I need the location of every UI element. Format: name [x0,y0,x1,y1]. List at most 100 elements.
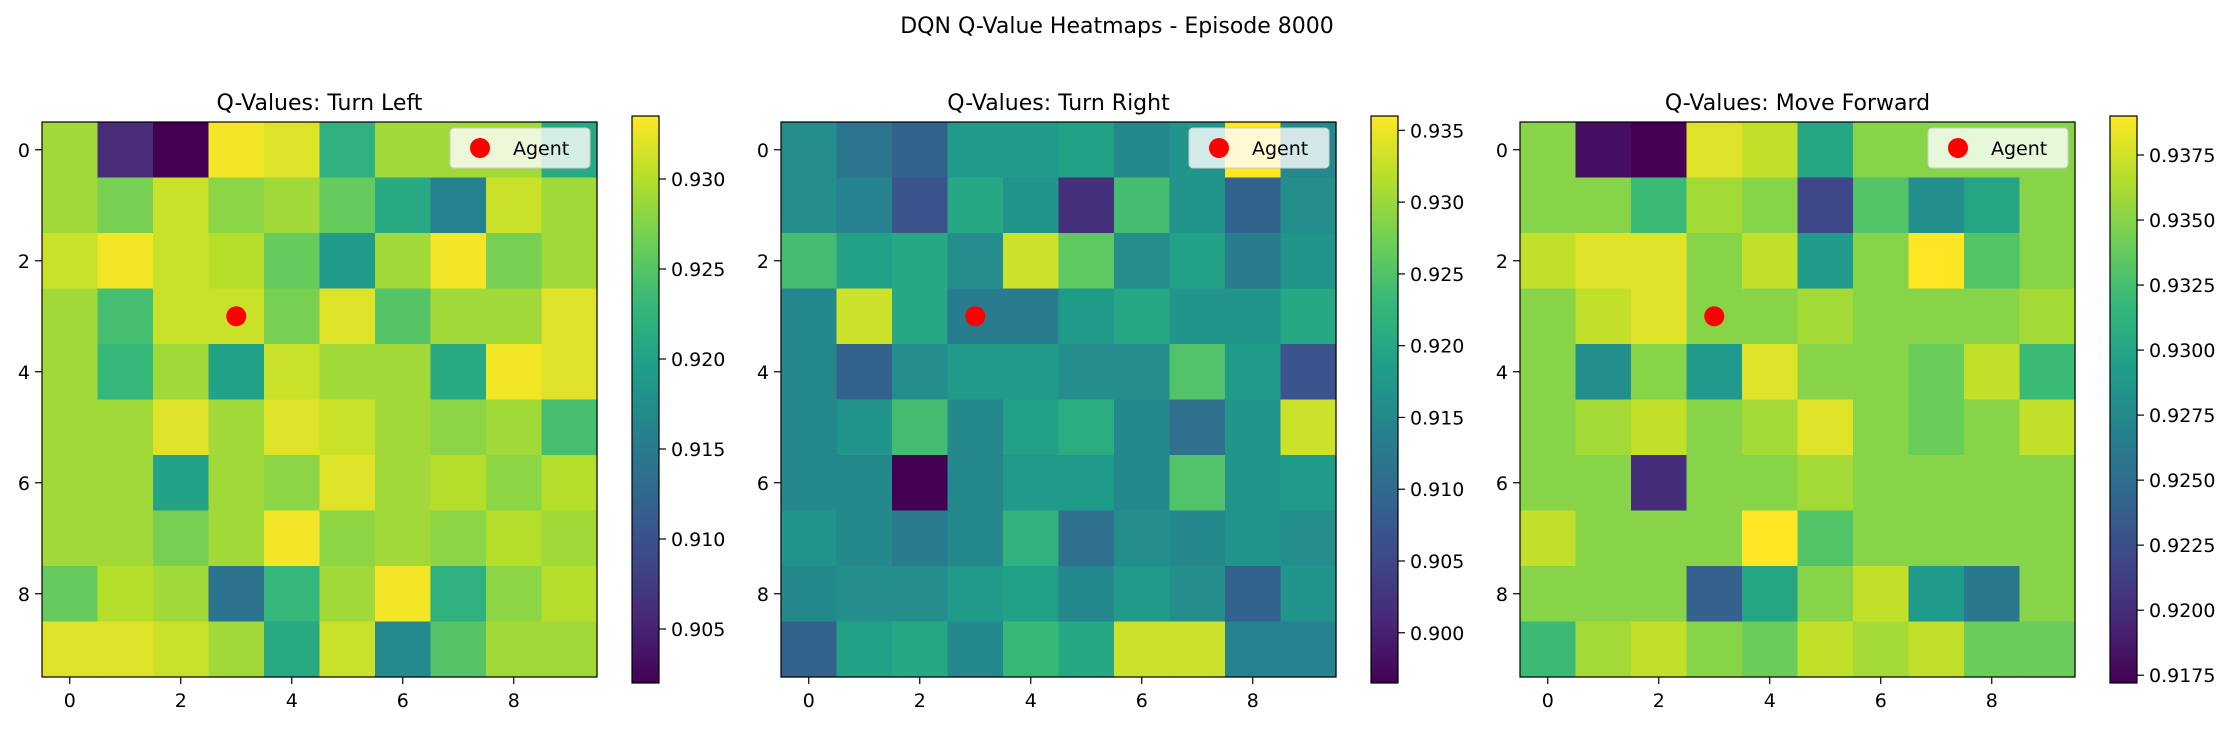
heatmap-cell [319,122,376,179]
x-tick-label: 8 [1986,690,1998,712]
heatmap-cell [1686,566,1743,623]
heatmap-cell [1964,455,2021,512]
heatmap-cell [1797,510,1854,567]
heatmap-cell [892,399,949,456]
colorbar-tick-label: 0.930 [1410,192,1464,214]
heatmap-cell [947,122,1004,179]
heatmap-cell [1169,510,1226,567]
heatmap-cell [1742,621,1799,678]
heatmap-cell [430,566,487,623]
heatmap-cell [781,399,838,456]
heatmap-cell [1853,288,1910,345]
heatmap-cell [1058,566,1115,623]
heatmap-cell [2019,455,2076,512]
heatmap-cell [1964,177,2021,234]
heatmap-cell [430,455,487,512]
heatmap-cell [1853,122,1910,179]
heatmap-cell [375,399,432,456]
heatmap-cell [1575,510,1632,567]
heatmap-cell [836,566,893,623]
heatmap-cell [1003,344,1060,401]
heatmap-cell [1742,177,1799,234]
heatmap-cell [319,510,376,567]
heatmap-cell [1797,288,1854,345]
heatmap-cell [375,566,432,623]
heatmap-cell [1280,344,1337,401]
heatmap-cell [208,455,265,512]
heatmap-cell [1853,455,1910,512]
heatmap-cell [1058,510,1115,567]
heatmap-cell [153,233,210,290]
colorbar-tick-label: 0.9350 [2149,210,2215,232]
heatmap-cell [1114,455,1171,512]
heatmap-cell [1964,399,2021,456]
heatmap-cell [42,177,99,234]
heatmap-cell [1003,177,1060,234]
heatmap-cell [42,399,99,456]
heatmap-cell [97,510,154,567]
heatmap-cell [1686,399,1743,456]
heatmap-cell [1280,177,1337,234]
heatmap-cell [1520,621,1577,678]
heatmap-cell [947,177,1004,234]
heatmap-cell [1280,621,1337,678]
heatmap-cell [430,233,487,290]
heatmap-cell [541,344,598,401]
heatmap-cell [1853,621,1910,678]
x-tick-label: 6 [1875,690,1887,712]
heatmap-cell [208,621,265,678]
heatmap-cell [319,344,376,401]
heatmap-cell [486,399,543,456]
heatmap-cell [1575,621,1632,678]
heatmap-cell [947,344,1004,401]
heatmap-cell [264,177,321,234]
heatmap-cell [486,510,543,567]
heatmap-cell [1225,566,1282,623]
heatmap-cell [1520,566,1577,623]
heatmap-cell [781,344,838,401]
heatmap-cell [1908,344,1965,401]
panel-title: Q-Values: Turn Right [947,91,1170,116]
heatmap-cell [208,233,265,290]
colorbar-tick-label: 0.9175 [2149,665,2215,687]
heatmap-cell [153,288,210,345]
heatmap-cell [1003,621,1060,678]
colorbar-tick-label: 0.9300 [2149,340,2215,362]
heatmap-cell [1797,177,1854,234]
colorbar-tick-label: 0.9325 [2149,275,2215,297]
heatmap-cell [1114,510,1171,567]
heatmap-cell [781,122,838,179]
heatmap-cell [42,122,99,179]
x-tick-label: 4 [1764,690,1776,712]
heatmap-cell [1853,233,1910,290]
heatmap-cell [541,177,598,234]
heatmap-cell [836,621,893,678]
x-tick-label: 2 [175,690,187,712]
colorbar-tick-label: 0.915 [671,439,725,461]
heatmap-cell [781,455,838,512]
heatmap-cell [1114,122,1171,179]
heatmap-cell [1280,288,1337,345]
heatmap-cell [781,288,838,345]
heatmap-cell [781,233,838,290]
heatmap-cell [1853,399,1910,456]
heatmap-cell [892,177,949,234]
y-tick-label: 6 [757,473,769,495]
heatmap-cell [1058,455,1115,512]
heatmap-cell [1225,399,1282,456]
heatmap-cell [1964,288,2021,345]
heatmap-cell [892,233,949,290]
heatmap-cell [1003,233,1060,290]
heatmap-cell [1797,621,1854,678]
heatmap-cell [892,288,949,345]
heatmap-cell [1631,399,1688,456]
heatmap-cell [836,122,893,179]
heatmap-cell [1114,566,1171,623]
colorbar [2109,115,2138,684]
heatmap-cell [1114,177,1171,234]
legend-marker [1948,138,1968,158]
x-tick-label: 0 [64,690,76,712]
heatmap-cell [1853,510,1910,567]
heatmap-cell [208,566,265,623]
colorbar-tick-label: 0.900 [1410,623,1464,645]
